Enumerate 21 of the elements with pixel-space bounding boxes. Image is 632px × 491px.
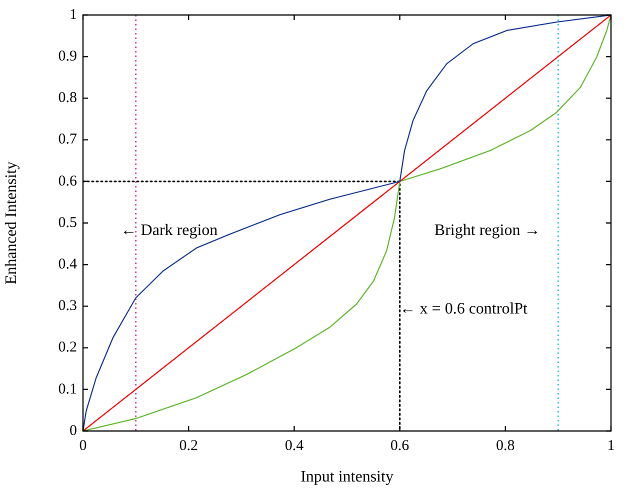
y-tick-label: 0.4 — [58, 256, 78, 273]
x-axis-title: Input intensity — [300, 468, 394, 486]
y-axis-title: Enhanced Intensity — [2, 161, 20, 285]
x-tick-label: 0.4 — [284, 438, 304, 454]
y-tick-label: 0.7 — [58, 132, 78, 148]
annotation: ← x = 0.6 controlPt — [400, 300, 528, 318]
x-tick-label: 0.8 — [496, 438, 515, 454]
y-tick-label: 0.9 — [58, 48, 77, 65]
y-tick-label: 0.3 — [58, 298, 77, 314]
y-tick-label: 0 — [70, 422, 77, 439]
y-tick-label: 1 — [70, 6, 77, 23]
y-tick-label: 0.5 — [58, 214, 77, 231]
annotation: Bright region → — [434, 222, 540, 240]
y-tick-label: 0.1 — [58, 381, 77, 398]
x-tick-label: 0.2 — [179, 438, 198, 454]
y-tick-label: 0.6 — [58, 173, 78, 190]
x-tick-label: 1 — [607, 438, 615, 454]
y-tick-label: 0.8 — [58, 90, 77, 106]
y-tick-label: 0.2 — [58, 340, 77, 356]
x-tick-label: 0.6 — [390, 438, 410, 454]
annotation: ← Dark region — [120, 222, 218, 240]
